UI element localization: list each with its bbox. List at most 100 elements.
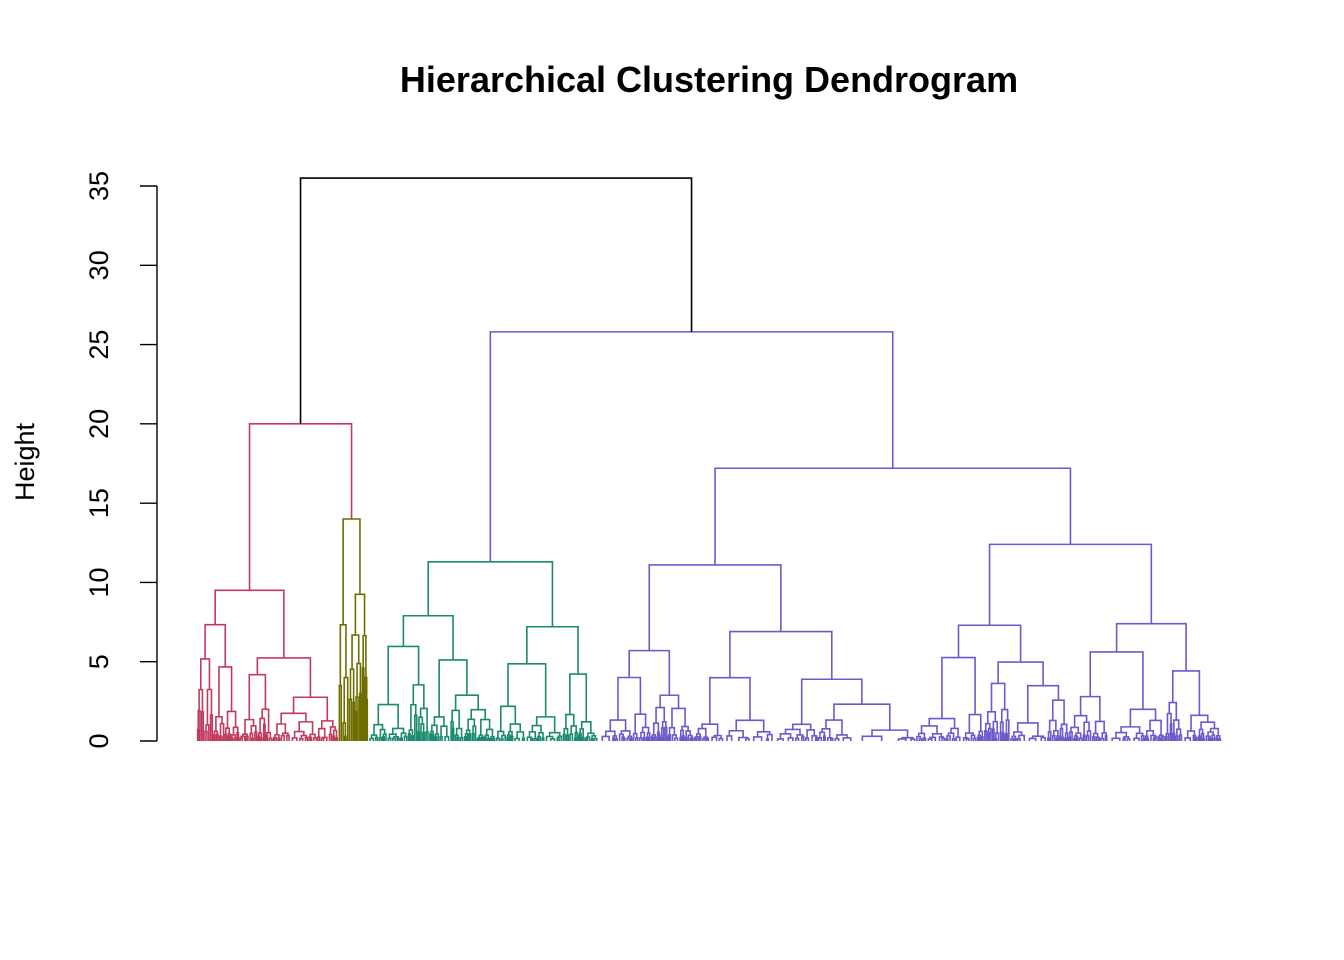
dendrogram-link bbox=[817, 736, 823, 741]
dendrogram-link bbox=[500, 738, 504, 741]
dendrogram-link bbox=[308, 736, 312, 741]
dendrogram-link bbox=[811, 734, 818, 741]
dendrogram-link bbox=[984, 722, 991, 731]
dendrogram-link bbox=[794, 737, 800, 741]
dendrogram-link bbox=[1002, 734, 1006, 741]
dendrogram-link bbox=[1082, 734, 1086, 741]
dendrogram-link bbox=[752, 736, 763, 741]
y-tick-label: 35 bbox=[84, 171, 114, 201]
dendrogram-link bbox=[557, 735, 563, 741]
dendrogram-link bbox=[1168, 701, 1178, 721]
dendrogram-link bbox=[965, 738, 970, 741]
dendrogram-link bbox=[681, 725, 689, 731]
dendrogram-link bbox=[1026, 684, 1060, 723]
dendrogram-link bbox=[834, 737, 840, 741]
dendrogram-link bbox=[674, 737, 679, 741]
dendrogram-link bbox=[1186, 730, 1196, 738]
dendrogram-link bbox=[369, 737, 375, 741]
dendrogram-link bbox=[379, 728, 386, 739]
dendrogram-link bbox=[679, 736, 683, 741]
chart-title: Hierarchical Clustering Dendrogram bbox=[400, 59, 1018, 100]
dendrogram-link bbox=[1218, 738, 1222, 741]
dendrogram-link bbox=[806, 729, 816, 739]
dendrogram-link bbox=[1120, 726, 1141, 734]
dendrogram-link bbox=[642, 736, 646, 741]
dendrogram-link bbox=[660, 727, 665, 741]
dendrogram-link bbox=[765, 738, 770, 741]
dendrogram-link bbox=[196, 728, 200, 741]
dendrogram-link bbox=[917, 732, 926, 739]
dendrogram-link bbox=[387, 645, 420, 705]
dendrogram-link bbox=[814, 736, 818, 741]
dendrogram-link bbox=[897, 738, 907, 741]
dendrogram-link bbox=[584, 737, 589, 741]
dendrogram-link bbox=[438, 659, 468, 717]
dendrogram-link bbox=[257, 735, 261, 741]
dendrogram-link bbox=[968, 713, 982, 734]
dendrogram-link bbox=[248, 673, 267, 720]
dendrogram-link bbox=[620, 730, 631, 737]
dendrogram-tree bbox=[196, 177, 1222, 741]
dendrogram-link bbox=[994, 737, 998, 741]
dendrogram-link bbox=[332, 735, 336, 741]
dendrogram-link bbox=[467, 718, 476, 731]
dendrogram-link bbox=[329, 726, 336, 735]
dendrogram-link bbox=[259, 737, 263, 741]
dendrogram-link bbox=[506, 734, 511, 741]
dendrogram-link bbox=[1085, 735, 1090, 741]
dendrogram-link bbox=[509, 723, 522, 732]
y-axis-label: Height bbox=[10, 422, 40, 501]
dendrogram-link bbox=[499, 705, 517, 732]
dendrogram-link bbox=[928, 717, 956, 729]
dendrogram-link bbox=[483, 736, 487, 741]
dendrogram-link bbox=[1126, 738, 1131, 741]
dendrogram-link bbox=[842, 737, 852, 741]
dendrogram-link bbox=[1104, 734, 1108, 741]
dendrogram-link bbox=[1197, 736, 1201, 741]
dendrogram-link bbox=[776, 738, 784, 741]
dendrogram-link bbox=[629, 737, 633, 741]
y-tick-label: 0 bbox=[84, 733, 114, 748]
dendrogram-link bbox=[1157, 736, 1161, 741]
dendrogram-link bbox=[601, 735, 610, 741]
dendrogram-link bbox=[955, 736, 961, 741]
dendrogram-link bbox=[671, 734, 677, 741]
dendrogram-link bbox=[444, 735, 450, 741]
dendrogram-link bbox=[549, 738, 556, 741]
dendrogram-link bbox=[352, 701, 356, 741]
dendrogram-link bbox=[1129, 708, 1157, 727]
dendrogram-link bbox=[729, 630, 833, 680]
dendrogram-link bbox=[684, 736, 688, 741]
dendrogram-link bbox=[920, 725, 938, 734]
y-tick-label: 10 bbox=[84, 567, 114, 597]
dendrogram-link bbox=[1215, 737, 1219, 741]
dendrogram-link bbox=[468, 733, 472, 741]
dendrogram-link bbox=[227, 736, 230, 741]
dendrogram-link bbox=[470, 708, 487, 720]
dendrogram-link bbox=[648, 564, 782, 651]
dendrogram-link bbox=[701, 723, 719, 736]
dendrogram-link bbox=[342, 518, 361, 625]
dendrogram-link bbox=[429, 733, 433, 741]
dendrogram-link bbox=[577, 734, 581, 741]
dendrogram-link bbox=[922, 737, 927, 741]
dendrogram-link bbox=[199, 658, 211, 690]
dendrogram-link bbox=[565, 713, 575, 729]
dendrogram-link bbox=[387, 737, 392, 741]
dendrogram-link bbox=[219, 722, 225, 741]
dendrogram-link bbox=[833, 703, 891, 731]
dendrogram-link bbox=[918, 738, 923, 741]
dendrogram-link bbox=[664, 726, 668, 741]
dendrogram-link bbox=[1165, 732, 1170, 741]
dendrogram-link bbox=[245, 735, 249, 741]
dendrogram-link bbox=[419, 707, 428, 732]
dendrogram-link bbox=[328, 733, 333, 741]
dendrogram-link bbox=[226, 710, 237, 729]
dendrogram-link bbox=[687, 734, 693, 741]
dendrogram-link bbox=[215, 716, 223, 732]
dendrogram-link bbox=[265, 734, 269, 741]
dendrogram-link bbox=[822, 735, 826, 741]
dendrogram-link bbox=[756, 731, 771, 737]
dendrogram-link bbox=[1158, 734, 1164, 738]
dendrogram-link bbox=[1097, 737, 1101, 741]
